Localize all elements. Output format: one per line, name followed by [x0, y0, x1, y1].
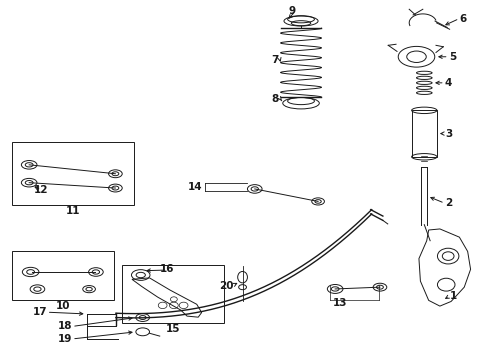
Text: 13: 13 — [333, 297, 347, 307]
Text: 8: 8 — [271, 94, 279, 104]
Bar — [12, 143, 134, 205]
Bar — [412, 111, 437, 157]
Text: 14: 14 — [188, 182, 203, 192]
Text: 12: 12 — [34, 185, 49, 195]
Bar — [122, 265, 223, 323]
Text: 11: 11 — [66, 206, 80, 216]
Text: 15: 15 — [166, 324, 180, 334]
Text: 19: 19 — [57, 334, 72, 344]
Text: 18: 18 — [57, 321, 72, 332]
Text: 7: 7 — [271, 55, 279, 65]
Text: 16: 16 — [160, 264, 174, 274]
Text: 17: 17 — [33, 307, 48, 317]
Text: 10: 10 — [56, 301, 71, 311]
Text: 2: 2 — [445, 198, 452, 208]
Text: 6: 6 — [460, 14, 467, 23]
Text: 5: 5 — [449, 52, 456, 62]
Text: 20: 20 — [219, 282, 234, 292]
Text: 4: 4 — [445, 78, 452, 88]
Bar — [12, 251, 115, 300]
Text: 9: 9 — [288, 6, 295, 17]
Text: 1: 1 — [450, 291, 457, 301]
Text: 3: 3 — [445, 129, 452, 139]
